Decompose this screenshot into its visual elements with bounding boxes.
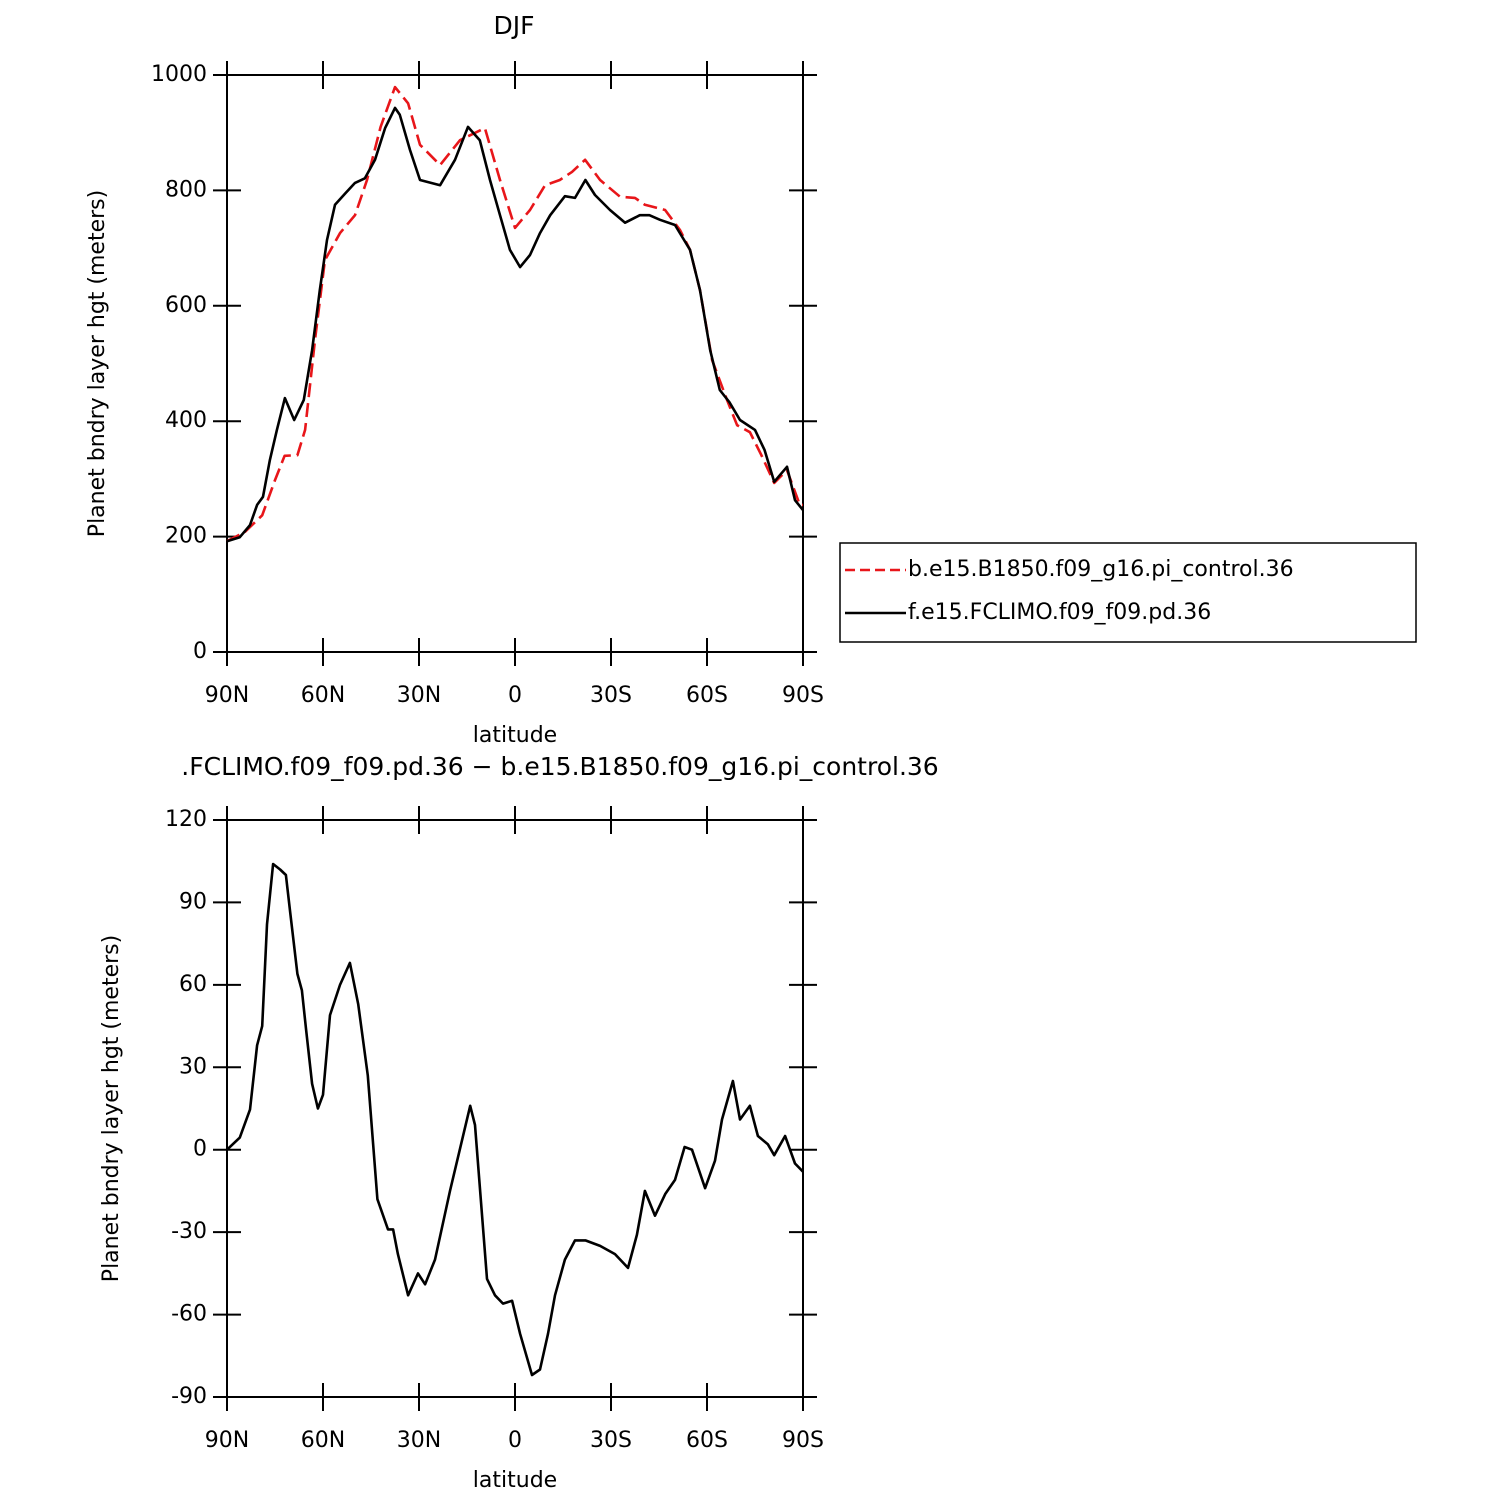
legend-box xyxy=(839,542,1417,643)
y-tick-label: 60 xyxy=(179,972,207,997)
y-tick-label: 30 xyxy=(179,1054,207,1079)
y-tick-label: -30 xyxy=(171,1219,207,1244)
y-tick-label: 800 xyxy=(165,177,207,202)
chart-title: DJF xyxy=(493,11,534,40)
x-tick-label: 60N xyxy=(301,1428,345,1453)
y-tick-label: 90 xyxy=(179,889,207,914)
x-tick-label: 90N xyxy=(205,1428,249,1453)
x-tick-label: 90N xyxy=(205,683,249,708)
y-tick-label: 0 xyxy=(193,1137,207,1162)
y-tick-label: 120 xyxy=(165,807,207,832)
y-tick-label: 1000 xyxy=(151,62,207,87)
x-tick-label: 60S xyxy=(686,683,728,708)
x-tick-label: 30S xyxy=(590,683,632,708)
x-tick-label: 90S xyxy=(782,683,824,708)
legend-label: b.e15.B1850.f09_g16.pi_control.36 xyxy=(908,557,1294,582)
y-tick-label: -60 xyxy=(171,1302,207,1327)
chart-title: .FCLIMO.f09_f09.pd.36 − b.e15.B1850.f09_… xyxy=(181,752,938,781)
x-tick-label: 0 xyxy=(508,683,522,708)
y-tick-label: 200 xyxy=(165,524,207,549)
legend-label: f.e15.FCLIMO.f09_f09.pd.36 xyxy=(908,600,1211,625)
x-axis-label: latitude xyxy=(473,723,557,748)
y-tick-label: -90 xyxy=(171,1384,207,1409)
x-tick-label: 30N xyxy=(397,683,441,708)
data-line xyxy=(226,85,803,543)
x-tick-label: 60N xyxy=(301,683,345,708)
y-tick-label: 400 xyxy=(165,408,207,433)
x-axis-label: latitude xyxy=(473,1468,557,1493)
data-line xyxy=(226,862,804,1377)
x-tick-label: 30N xyxy=(397,1428,441,1453)
y-tick-label: 600 xyxy=(165,293,207,318)
data-line xyxy=(226,106,805,543)
y-tick-label: 0 xyxy=(193,639,207,664)
x-tick-label: 0 xyxy=(508,1428,522,1453)
y-axis-label: Planet bndry layer hgt (meters) xyxy=(85,190,110,537)
x-tick-label: 30S xyxy=(590,1428,632,1453)
x-tick-label: 60S xyxy=(686,1428,728,1453)
y-axis-label: Planet bndry layer hgt (meters) xyxy=(99,935,124,1282)
x-tick-label: 90S xyxy=(782,1428,824,1453)
